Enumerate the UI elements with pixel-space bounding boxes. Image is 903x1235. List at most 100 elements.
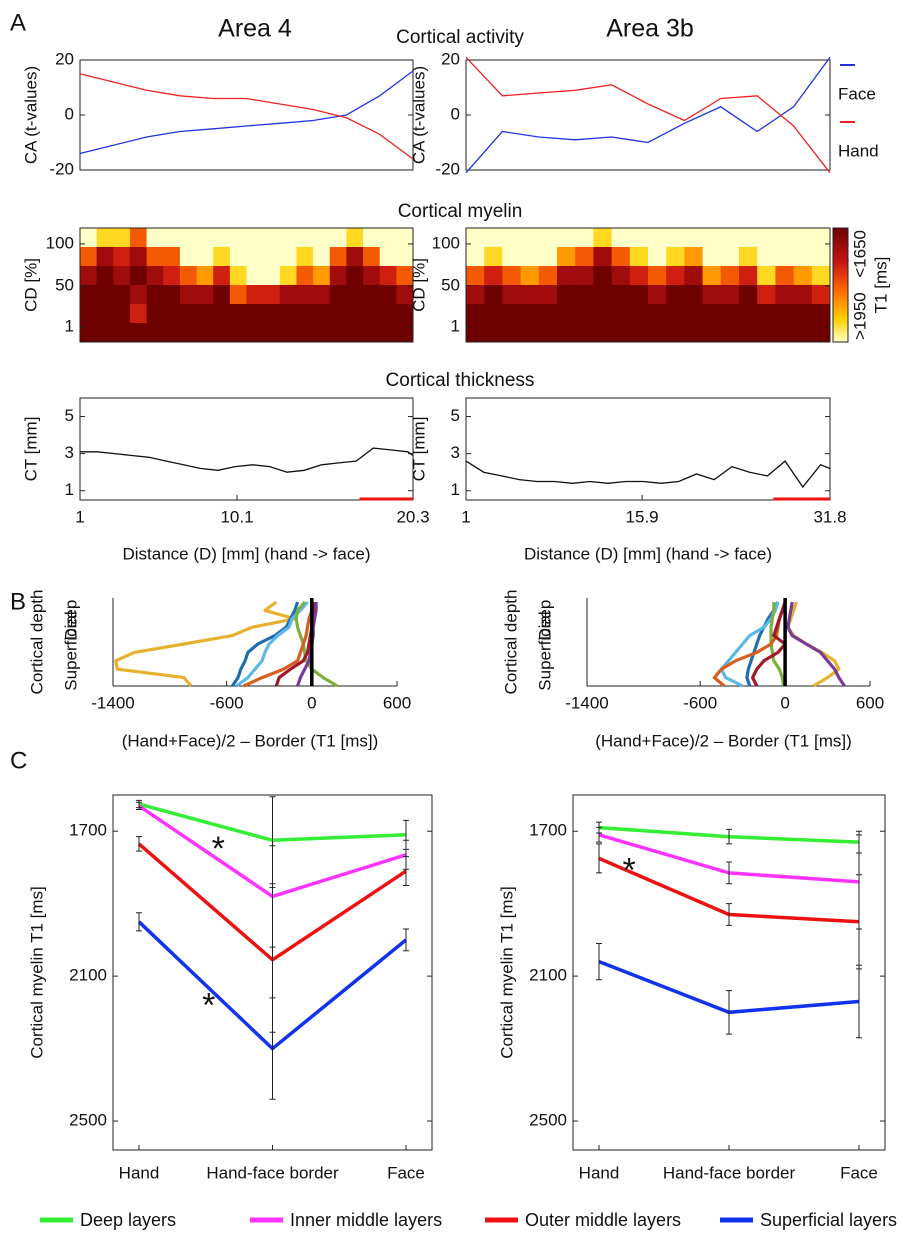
heat-cell	[720, 266, 740, 286]
x-tick-label: -1400	[91, 693, 134, 712]
heat-cell	[702, 304, 722, 324]
heat-cell	[811, 285, 831, 305]
heat-cell	[263, 285, 281, 305]
x-tick-label: Face	[387, 1163, 425, 1182]
heat-cell	[484, 228, 503, 248]
profile-line	[230, 601, 300, 687]
heat-cell	[739, 323, 758, 343]
heat-cell	[484, 304, 503, 324]
heat-cell	[296, 266, 314, 286]
heat-cell	[263, 323, 281, 343]
heat-cell	[379, 285, 397, 305]
colorbar	[832, 227, 849, 343]
y-axis-label: Cortical myelin T1 [ms]	[27, 886, 46, 1059]
y-tick-label: 1	[451, 316, 460, 335]
y-axis-label: CT [mm]	[21, 417, 40, 482]
profile-line	[745, 601, 780, 687]
y-tick-label: -20	[435, 159, 460, 178]
heat-cell	[279, 247, 297, 267]
heat-cell	[146, 323, 164, 343]
series-line	[465, 460, 831, 489]
heat-cell	[593, 228, 613, 248]
x-tick-label: -1400	[565, 693, 608, 712]
axes-frame	[572, 794, 886, 1151]
error-bar	[596, 843, 602, 874]
error-bar	[136, 836, 142, 852]
heat-cell	[484, 247, 503, 267]
heat-cell	[213, 228, 231, 248]
heat-cell	[757, 285, 776, 305]
profile-line	[114, 600, 297, 688]
heat-cell	[538, 266, 558, 286]
error-bar	[726, 861, 732, 885]
axes-frame	[465, 227, 831, 343]
y-tick-label: 100	[432, 233, 460, 252]
profile-line	[786, 601, 841, 688]
series-line	[79, 73, 414, 160]
heat-cell	[213, 323, 231, 343]
series-line	[465, 56, 831, 174]
error-bar	[403, 856, 409, 887]
heat-cell	[163, 304, 181, 324]
heat-cell	[279, 266, 297, 286]
heat-cell	[739, 247, 758, 267]
heat-cell	[557, 266, 576, 286]
heat-cell	[313, 266, 331, 286]
heat-cell	[246, 266, 264, 286]
y-tick-label: 2500	[69, 1111, 107, 1130]
heat-cell	[279, 304, 297, 324]
heat-cell	[684, 266, 704, 286]
x-tick-label: Hand	[119, 1163, 160, 1182]
heat-cell	[296, 285, 314, 305]
heat-cell	[196, 285, 214, 305]
heat-cell	[129, 228, 148, 248]
heat-cell	[329, 285, 347, 305]
heat-cell	[313, 323, 331, 343]
significance-star: *	[202, 986, 215, 1024]
heat-cell	[811, 266, 831, 286]
colorbar-tick-label: <1650	[850, 230, 869, 278]
row-title: Cortical thickness	[386, 370, 535, 391]
heat-cell	[329, 247, 347, 267]
heat-cell	[793, 247, 813, 267]
heat-cell	[520, 247, 540, 267]
heat-cell	[666, 266, 685, 286]
x-tick-label: 600	[856, 693, 884, 712]
heat-cell	[775, 304, 795, 324]
heat-cell	[557, 285, 576, 305]
heat-cell	[611, 266, 631, 286]
heat-cell	[593, 247, 613, 267]
heat-cell	[648, 266, 667, 286]
heat-cell	[346, 285, 364, 305]
heat-cell	[296, 323, 314, 343]
heat-cell	[329, 266, 347, 286]
x-tick-label: Hand-face border	[663, 1163, 796, 1182]
heat-cell	[363, 304, 381, 324]
heat-cell	[502, 228, 522, 248]
y-tick-label: 5	[451, 406, 460, 425]
heat-cell	[702, 266, 722, 286]
heat-cell	[466, 323, 485, 343]
heat-cell	[520, 228, 540, 248]
heat-cell	[757, 323, 776, 343]
x-tick-label: 20.3	[396, 507, 429, 526]
error-bar	[726, 828, 732, 845]
heat-cell	[80, 323, 98, 343]
heat-cell	[213, 247, 231, 267]
heat-cell	[666, 247, 685, 267]
heat-cell	[163, 247, 181, 267]
heat-cell	[757, 247, 776, 267]
heat-cell	[648, 323, 667, 343]
heat-cell	[575, 285, 594, 305]
y-tick-label: 1	[65, 480, 74, 499]
axes-frame	[79, 397, 414, 501]
x-tick-label: -600	[210, 693, 244, 712]
heat-cell	[811, 228, 831, 248]
heat-cell	[757, 304, 776, 324]
x-tick-label: 15.9	[626, 507, 659, 526]
heat-cell	[179, 266, 198, 286]
heat-cell	[279, 323, 297, 343]
heat-cell	[363, 266, 381, 286]
heat-cell	[329, 228, 347, 248]
significance-star: *	[623, 851, 636, 889]
